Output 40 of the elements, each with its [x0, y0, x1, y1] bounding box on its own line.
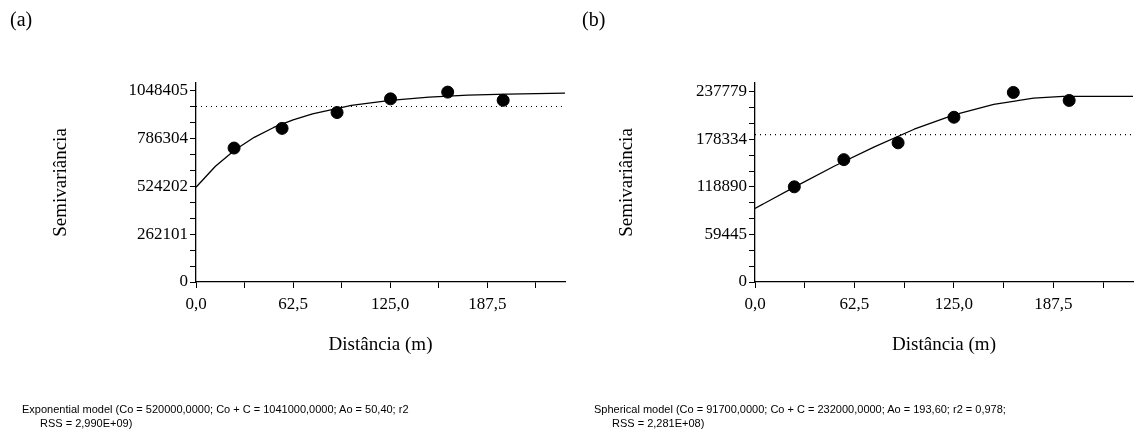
- text: (b): [582, 8, 606, 31]
- y-tick-label: 1048405: [128, 80, 188, 100]
- y-tick-label: 262101: [137, 223, 188, 243]
- text: Exponential model (Co = 520000,0000; Co + C = 1041000,0000; Ao = 50,40; r2: [22, 402, 409, 416]
- y-tick-label: 0: [179, 271, 188, 291]
- point: [330, 106, 344, 120]
- y-tick-label: 118890: [696, 176, 747, 196]
- x-tick-label: 62,5: [839, 293, 870, 313]
- x-tick-label: 187,5: [1034, 293, 1073, 313]
- point: [837, 153, 851, 167]
- point: [1006, 85, 1020, 99]
- point: [787, 180, 801, 194]
- y-tick-label: 237779: [696, 81, 747, 101]
- x-tick-label: 125,0: [934, 293, 974, 313]
- y-tick-label: 524202: [137, 175, 188, 195]
- y-tick-label: 786304: [137, 128, 189, 148]
- text: RSS = 2,281E+08): [611, 416, 706, 430]
- x-axis-title: Distância (m): [892, 332, 996, 355]
- text: (a): [10, 8, 33, 31]
- point: [496, 93, 510, 107]
- x-tick-label: 0,0: [744, 293, 766, 313]
- point: [275, 121, 289, 135]
- y-tick-label: 178334: [696, 128, 748, 148]
- y-axis-title: Semivariância: [49, 127, 71, 237]
- y-axis-title: Semivariância: [615, 127, 637, 237]
- y-tick-label: 59445: [704, 223, 747, 243]
- x-tick-label: 125,0: [371, 293, 410, 313]
- x-axis-title: Distância (m): [328, 332, 433, 355]
- point: [947, 110, 961, 124]
- y-tick-label: 0: [738, 271, 747, 291]
- point: [441, 85, 455, 99]
- point: [384, 92, 398, 106]
- text: RSS = 2,990E+09): [39, 416, 134, 430]
- point: [1062, 93, 1076, 107]
- text: Spherical model (Co = 91700,0000; Co + C = 232000,0000; Ao = 193,60; r2 = 0,978;: [594, 402, 1006, 416]
- x-tick-label: 0,0: [185, 293, 207, 313]
- x-tick-label: 187,5: [468, 293, 507, 313]
- point: [891, 136, 905, 150]
- x-tick-label: 62,5: [278, 293, 308, 313]
- point: [227, 141, 241, 155]
